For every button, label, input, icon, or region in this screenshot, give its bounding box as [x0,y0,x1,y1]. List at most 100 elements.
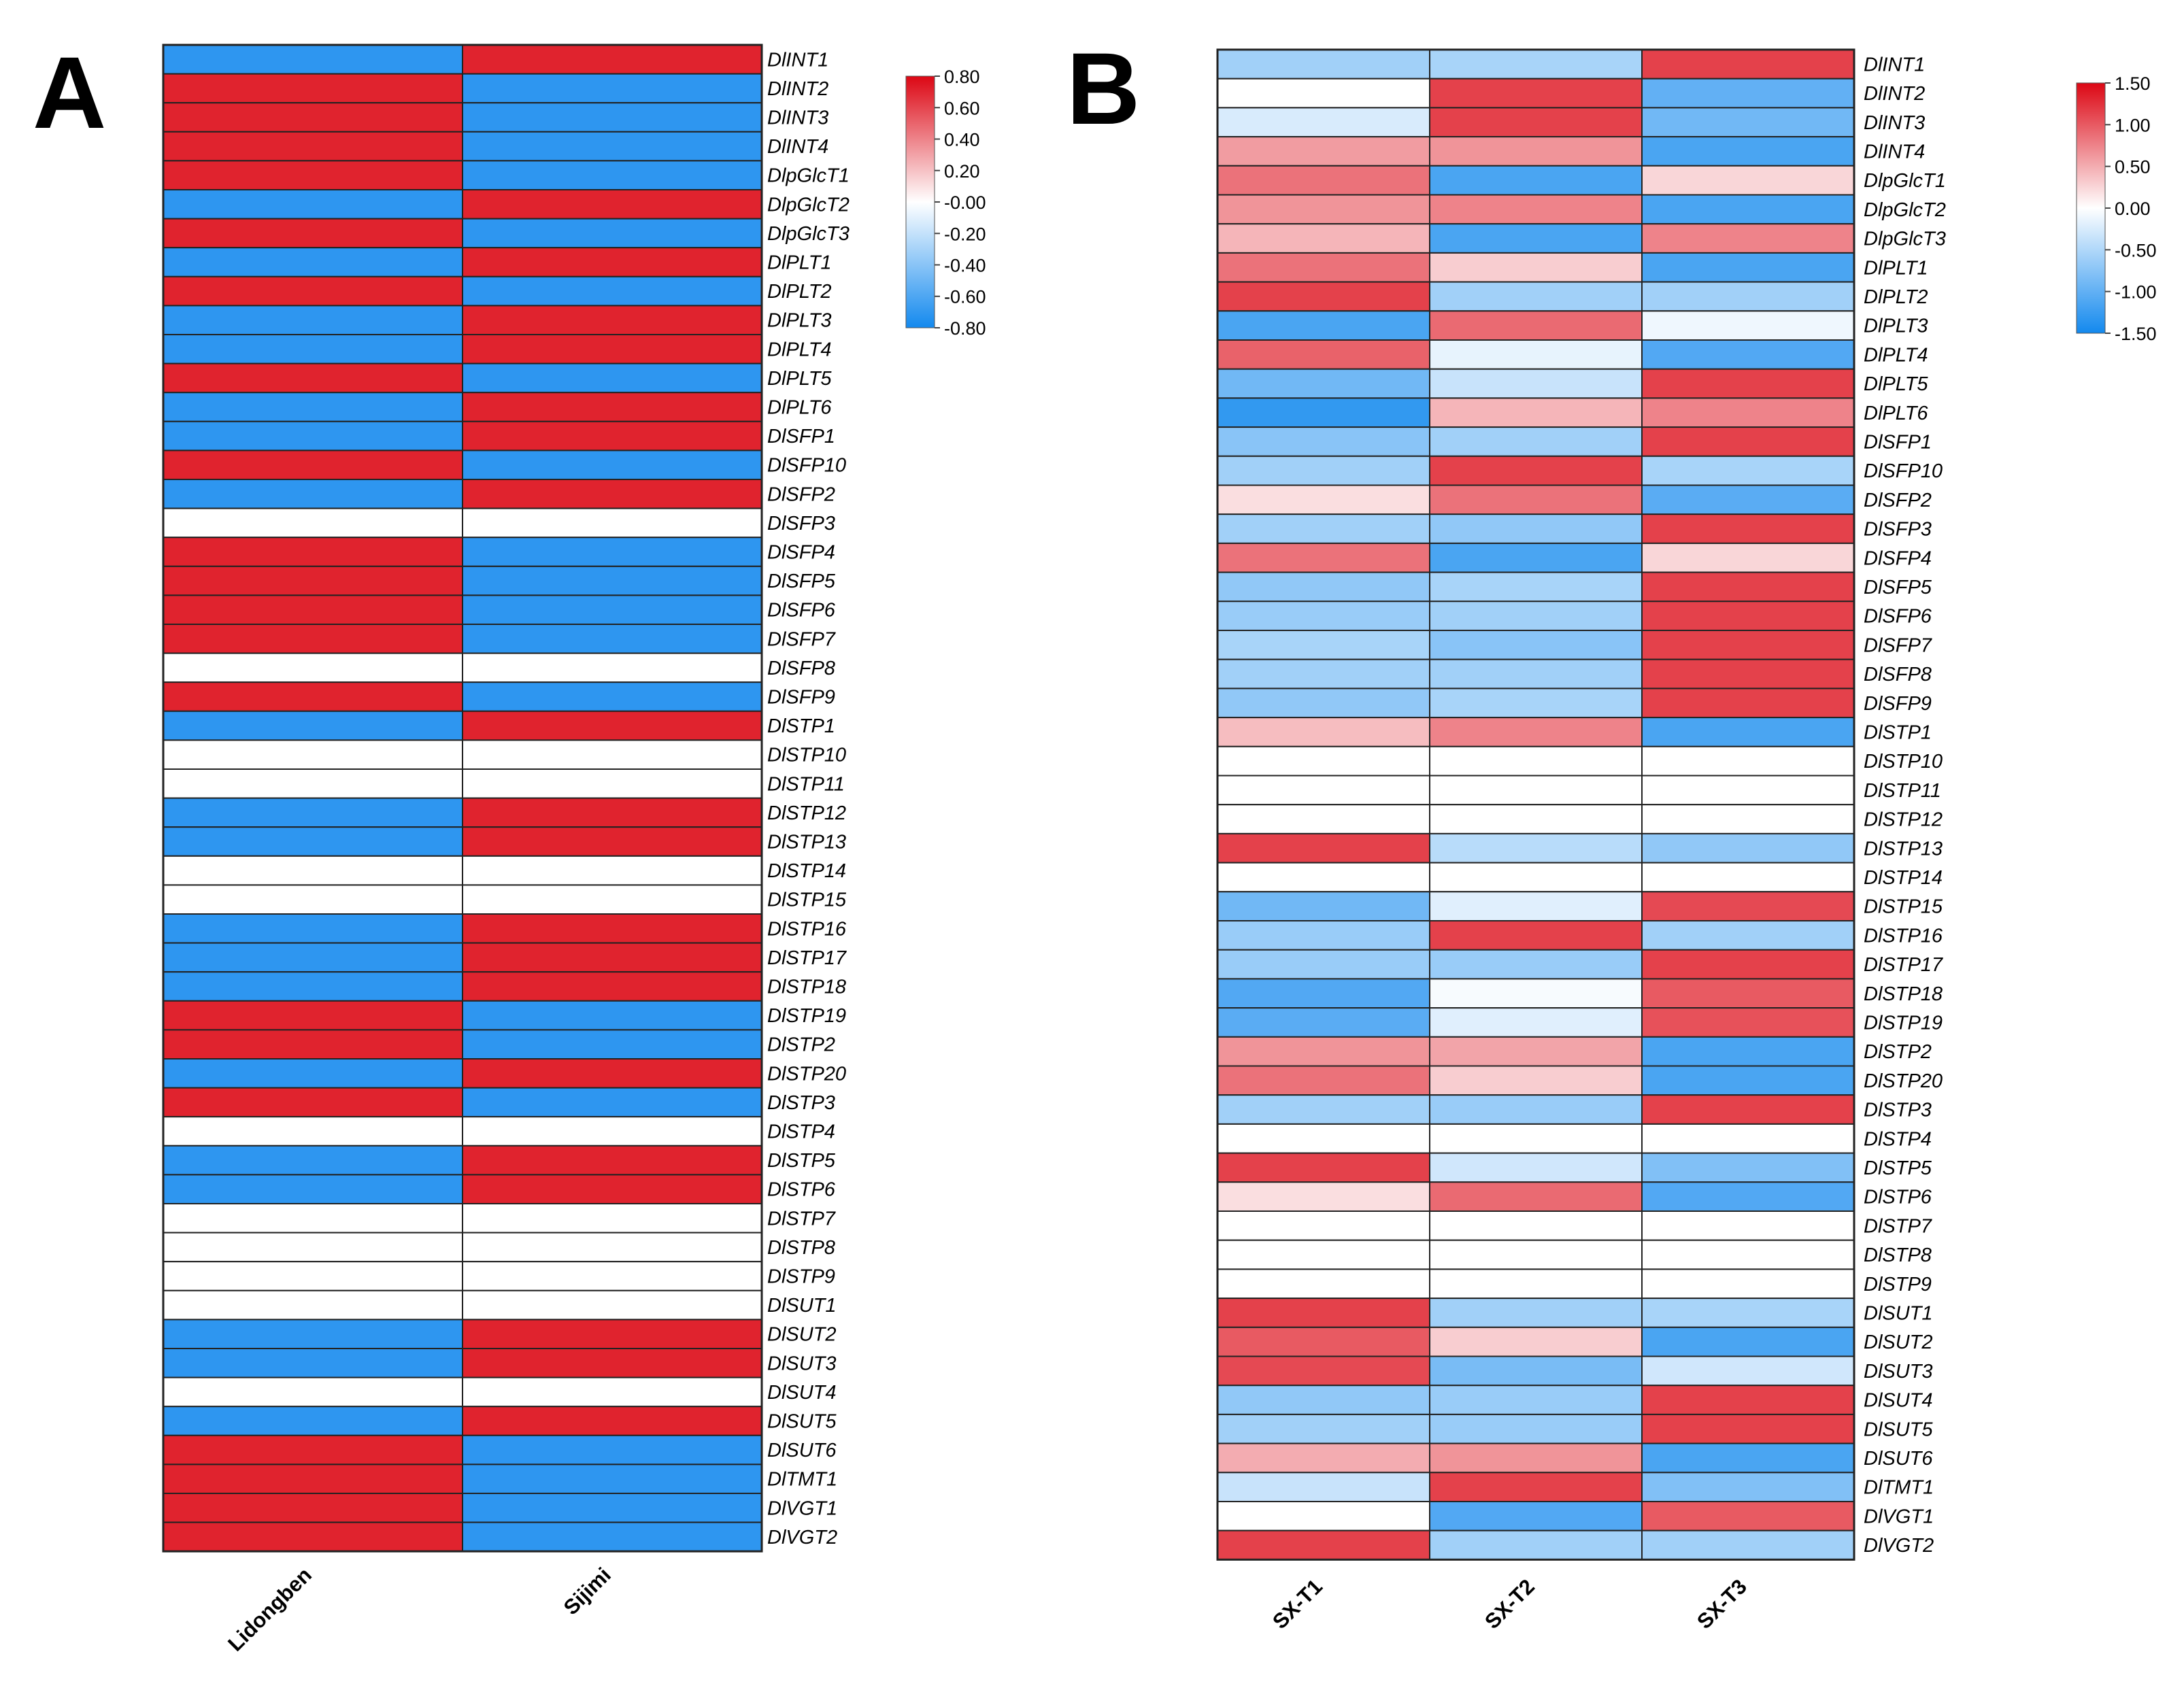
heatmap-cell [1429,1501,1643,1531]
row-label: DlTMT1 [1864,1477,1934,1499]
heatmap-cell [462,797,762,828]
heatmap-cell [1217,1210,1430,1241]
row-label: DlPLT5 [1864,373,1928,395]
row-label: DlPLT3 [767,310,832,332]
heatmap-cell [462,1406,762,1436]
heatmap-cell [462,275,762,307]
heatmap-cell [462,768,762,799]
heatmap-cell [163,1029,463,1060]
heatmap-cell [1641,1326,1855,1357]
row-label: DlINT4 [767,136,828,158]
heatmap-cell [1429,194,1643,225]
heatmap-cell [1429,745,1643,777]
row-label: DlpGlcT3 [767,223,850,245]
heatmap-cell [462,565,762,596]
heatmap-cell [1217,1239,1430,1270]
heatmap-cell [1641,804,1855,834]
row-label: DlSTP13 [1864,838,1943,860]
heatmap-cell [1217,455,1430,486]
heatmap-cell [1217,49,1430,80]
heatmap-cell [1429,1094,1643,1125]
heatmap-cell [462,44,762,75]
heatmap-panel-b: DlINT1 DlINT2 DlINT3 DlINT4 DlpGlcT1 DlpGlcT2… [1216,48,1946,1633]
row-label: DlSTP9 [1864,1274,1932,1295]
heatmap-cell [1217,165,1430,196]
row-label: DlSTP10 [1864,751,1943,773]
heatmap-frame [162,44,763,1553]
heatmap-cell [163,1116,463,1147]
heatmap-cell [1429,978,1643,1009]
heatmap-cell [1217,1036,1430,1067]
heatmap-cell [1217,832,1430,864]
heatmap-cell [462,131,762,162]
heatmap-cell [163,1174,463,1205]
heatmap-cell [1217,107,1430,138]
heatmap-cell [462,1261,762,1291]
heatmap-cell [1429,1442,1643,1474]
heatmap-cell [462,1087,762,1118]
heatmap-cell [1641,165,1855,196]
heatmap-cell [1641,1529,1855,1561]
row-label: DlSFP4 [767,542,835,564]
row-label: DlSTP6 [767,1179,836,1201]
heatmap-cell [1217,368,1430,399]
heatmap-cell [1641,1413,1855,1444]
colorscale-tick-label: -0.80 [944,318,986,339]
heatmap-cell [163,826,463,857]
column-label: SX-T3 [1692,1574,1751,1633]
heatmap-cell [1641,862,1855,893]
heatmap-cell [462,1319,762,1350]
heatmap-cell [163,44,463,75]
heatmap-cell [462,1174,762,1205]
heatmap-cell [1217,426,1430,457]
heatmap-cell [163,507,463,539]
heatmap-cell [163,1521,463,1553]
row-label: DlTMT1 [767,1469,837,1491]
heatmap-cell [1217,78,1430,109]
row-label: DlSTP11 [1864,780,1941,802]
heatmap-cell [1641,1442,1855,1474]
row-label: DlSFP10 [767,455,846,477]
heatmap-cell [163,739,463,770]
row-label: DlINT1 [1864,54,1925,75]
heatmap-cell [1641,775,1855,806]
row-label: DlSTP10 [767,745,846,766]
heatmap-cell [1429,775,1643,806]
row-label: DlSFP3 [1864,519,1932,541]
heatmap-cell [1217,1007,1430,1038]
row-label: DlPLT2 [767,281,832,303]
heatmap-cell [163,855,463,886]
heatmap-cell [163,362,463,394]
row-label: DlSTP8 [767,1237,835,1259]
heatmap-cell [1429,1007,1643,1038]
colorscale-tick-label: 0.60 [944,98,980,118]
heatmap-cell [1641,978,1855,1009]
heatmap-cell [1217,1123,1430,1154]
row-label: DlSUT4 [767,1382,837,1404]
heatmap-cell [462,681,762,712]
heatmap-cell [163,275,463,307]
heatmap-cell [1217,136,1430,167]
row-label: DlVGT2 [767,1527,837,1548]
heatmap-cell [1641,1298,1855,1328]
row-label: DlSFP5 [767,571,836,592]
heatmap-cell [1641,252,1855,283]
heatmap-cell [462,1521,762,1553]
heatmap-cell [1429,1123,1643,1154]
heatmap-cell [462,913,762,944]
heatmap-cell [1217,775,1430,806]
heatmap-cell [1217,862,1430,893]
heatmap-cell [1217,745,1430,777]
heatmap-cell [1217,252,1430,283]
heatmap-cell [1429,1065,1643,1096]
heatmap-cell [1641,426,1855,457]
heatmap-cell [462,710,762,741]
heatmap-cell [462,594,762,626]
heatmap-cell [163,537,463,567]
heatmap-cell [163,1087,463,1118]
heatmap-cell [1429,630,1643,660]
heatmap-cell [1217,194,1430,225]
heatmap-cell [163,334,463,365]
heatmap-cell [1429,513,1643,544]
heatmap-cell [1429,1268,1643,1300]
